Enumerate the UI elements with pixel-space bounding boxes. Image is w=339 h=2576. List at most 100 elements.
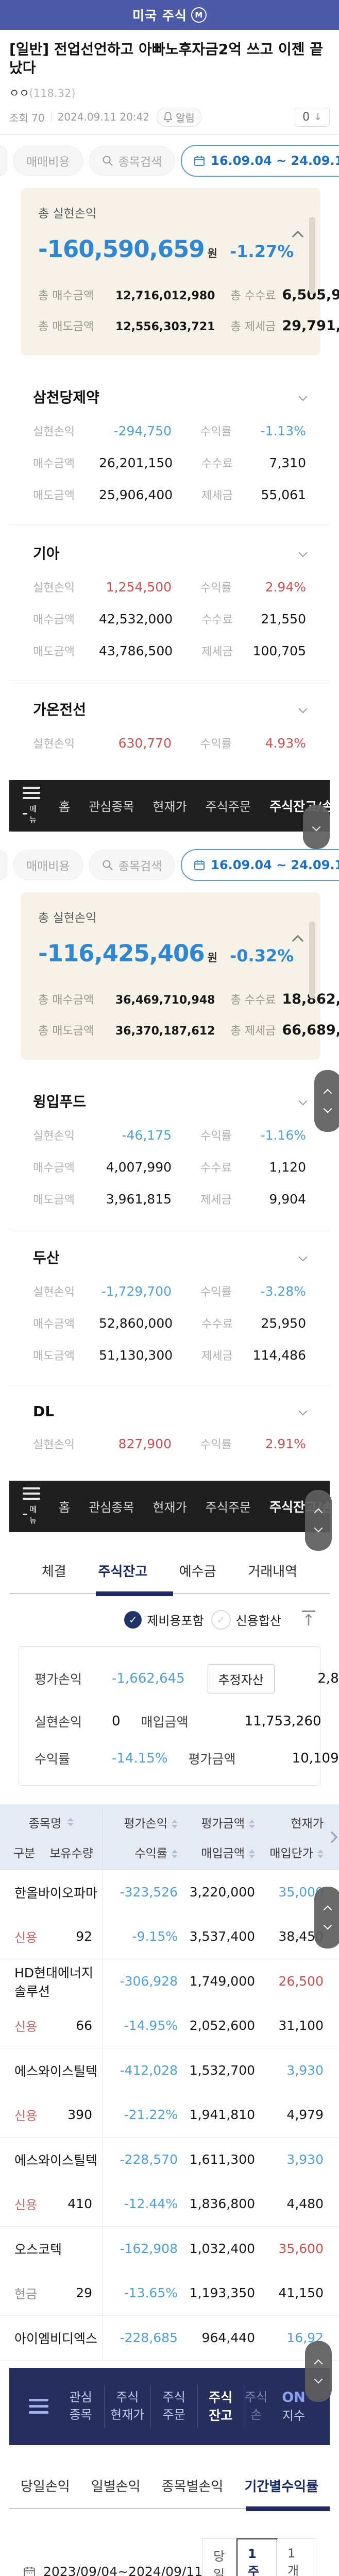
tab-history[interactable]: 거래내역 [248,1564,298,1580]
author-ip: (118.32) [29,87,76,99]
col-eval-amt[interactable]: 평가금액 [178,1814,255,1831]
tab-daily-pl[interactable]: 당일손익 [21,2479,70,2495]
holdings-main-row[interactable]: 오스코텍 -162,908 1,032,400 35,600 [0,2226,339,2271]
scroll-fab[interactable] [314,1886,339,1948]
stock-pl-row: 매수금액 4,007,990 수수료 1,120 [33,1159,306,1175]
buy-amt: 1,941,810 [189,2107,255,2123]
account-dropdown-partial[interactable] [0,850,7,880]
chevron-down-icon[interactable] [298,704,308,714]
nav-item-cutoff[interactable]: 주식 손 [244,2390,268,2422]
nav-item-home[interactable]: 홈 [59,800,71,815]
post-author[interactable]: ㅇㅇ(118.32) [9,85,330,100]
chevron-down-icon[interactable] [298,1406,308,1416]
holdings-main-row[interactable]: HD현대에너지솔루션 -306,928 1,749,000 26,500 [0,1959,339,2004]
return-rate: -12.44% [124,2196,178,2212]
nav-item-on-index[interactable]: ON 지수 [282,2389,306,2423]
stock-pl-row: 매도금액 3,961,815 제세금 9,904 [33,1191,306,1207]
buy-amt: 2,052,600 [189,2018,255,2033]
holdings-main-row[interactable]: 한올바이오파마 -323,526 3,220,000 35,000 [0,1870,339,1914]
estimated-asset-button[interactable]: 추정자산 [207,1664,275,1693]
menu-button[interactable]: 메뉴 [23,786,40,825]
type-qty: 신용 410 [0,2181,103,2226]
date-range-button[interactable]: 16.09.04 ~ 24.09.11 [181,849,339,881]
scroll-fab[interactable] [305,2341,332,2402]
holdings-sub-row: 신용 410 -12.44% 1,836,800 4,480 [0,2181,339,2226]
nav-item-balance[interactable]: 주식 잔고 [209,2389,233,2423]
credit-sum-checkbox[interactable]: ✓ 신용합산 [211,1609,281,1630]
stock-search-chip[interactable]: 종목검색 [89,145,175,176]
tab-execution[interactable]: 체결 [41,1564,66,1580]
sort-icon [317,1849,324,1858]
col-current-price[interactable]: 현재가 [291,1817,324,1831]
alarm-button[interactable]: 알림 [157,107,201,127]
stock-name: DL [33,1402,55,1420]
stock-list-a: 삼천당제약 실현손익 -294,750 수익률 -1.13% 매수금액 26,201,150… [0,369,339,773]
fee-chip[interactable]: 매매비용 [13,850,83,880]
date-range-button[interactable]: 16.09.04 ~ 24.09.11 [181,144,339,177]
menu-button[interactable] [29,2399,48,2414]
comment-nav-button[interactable]: 0 ↓ [295,107,330,127]
return-rate: -14.95% [124,2018,178,2033]
fee-chip[interactable]: 매매비용 [13,145,83,176]
eval-pl: -228,685 [120,2330,178,2346]
label: 매도금액 [33,1193,75,1207]
menu-button[interactable]: 메뉴 [23,1487,40,1526]
nav-item-price[interactable]: 현재가 [152,1500,187,1515]
chevron-down-icon [323,1921,332,1930]
stock-pl-row: 매수금액 26,201,150 수수료 7,310 [33,454,306,471]
chevron-down-icon[interactable] [298,1096,308,1106]
period-date-picker[interactable]: 2023/09/04~2024/09/11 [23,2564,202,2576]
include-costs-checkbox[interactable]: ✓ 제비용포함 [124,1611,204,1629]
scroll-top-button[interactable]: ↑ [302,1611,315,1630]
period-button-week[interactable]: 1주일 [236,2538,278,2576]
position-type: 신용 [14,2109,38,2124]
col-return-rate[interactable]: 수익률 [103,1843,178,1861]
holdings-main-row[interactable]: 에스와이스틸텍 -412,028 1,532,700 3,930 [0,2048,339,2093]
author-name: ㅇㅇ [9,87,29,99]
col-buy-unit[interactable]: 매입단가 [255,1843,324,1861]
tab-deposit[interactable]: 예수금 [179,1564,216,1580]
period-button-today[interactable]: 당일 [203,2538,238,2576]
tab-period-return[interactable]: 기간별수익률 [244,2479,318,2495]
summary-row: 총 매수금액 36,469,710,948 총 수수료 18,862,340 [38,991,339,1007]
chevron-down-icon[interactable] [298,1252,308,1262]
col-buy-amt[interactable]: 매입금액 [178,1843,255,1861]
chevron-down-icon[interactable] [298,548,308,557]
holdings-main-row[interactable]: 에스와이스틸텍 -228,570 1,611,300 3,930 [0,2137,339,2182]
nav-item-order[interactable]: 주식주문 [205,1500,251,1515]
stock-name: 오스코텍 [0,2226,103,2271]
col-stock-name[interactable]: 종목명 [0,1807,103,1837]
holdings-main-row[interactable]: 아이엠비디엑스 -228,685 964,440 16,92 [0,2315,339,2360]
scroll-fab[interactable] [305,1489,332,1551]
nav-item-watchlist[interactable]: 관심종목 [89,1500,134,1515]
scroll-fab[interactable] [314,1070,339,1132]
search-icon [103,860,113,870]
stock-header: 가온전선 [33,699,308,719]
nav-item-order[interactable]: 주식주문 [205,800,251,815]
scrollbar[interactable] [309,216,315,294]
value: 36,469,710,948 [115,993,215,1007]
value: 26,201,150 [99,455,173,470]
nav-item-price[interactable]: 현재가 [152,800,187,815]
chevron-down-icon[interactable] [298,392,308,401]
scroll-down-fab[interactable] [303,804,330,849]
nav-item-home[interactable]: 홈 [59,1500,71,1515]
col-eval-pl[interactable]: 평가손익 [103,1814,178,1831]
tab-by-stock-pl[interactable]: 종목별손익 [161,2479,224,2495]
nav-item-price[interactable]: 주식 현재가 [110,2390,145,2422]
nav-item-watchlist[interactable]: 관심종목 [89,800,134,815]
tab-stock-balance[interactable]: 주식잔고 [98,1564,148,1580]
buy-amt: 1,193,350 [189,2285,255,2301]
stock-name: 가온전선 [33,701,87,718]
toolbar-a: 매매비용 종목검색 16.09.04 ~ 24.09.11 [0,134,339,184]
value: 21,550 [261,611,306,626]
period-button-month[interactable]: 1개월 [277,2538,316,2576]
scrollbar[interactable] [309,921,315,998]
tab-by-day-pl[interactable]: 일별손익 [91,2479,141,2495]
buy-amt: 1,836,800 [189,2196,255,2212]
account-dropdown-partial[interactable] [0,145,7,176]
value: 100,705 [252,643,306,658]
stock-search-chip[interactable]: 종목검색 [89,850,175,880]
